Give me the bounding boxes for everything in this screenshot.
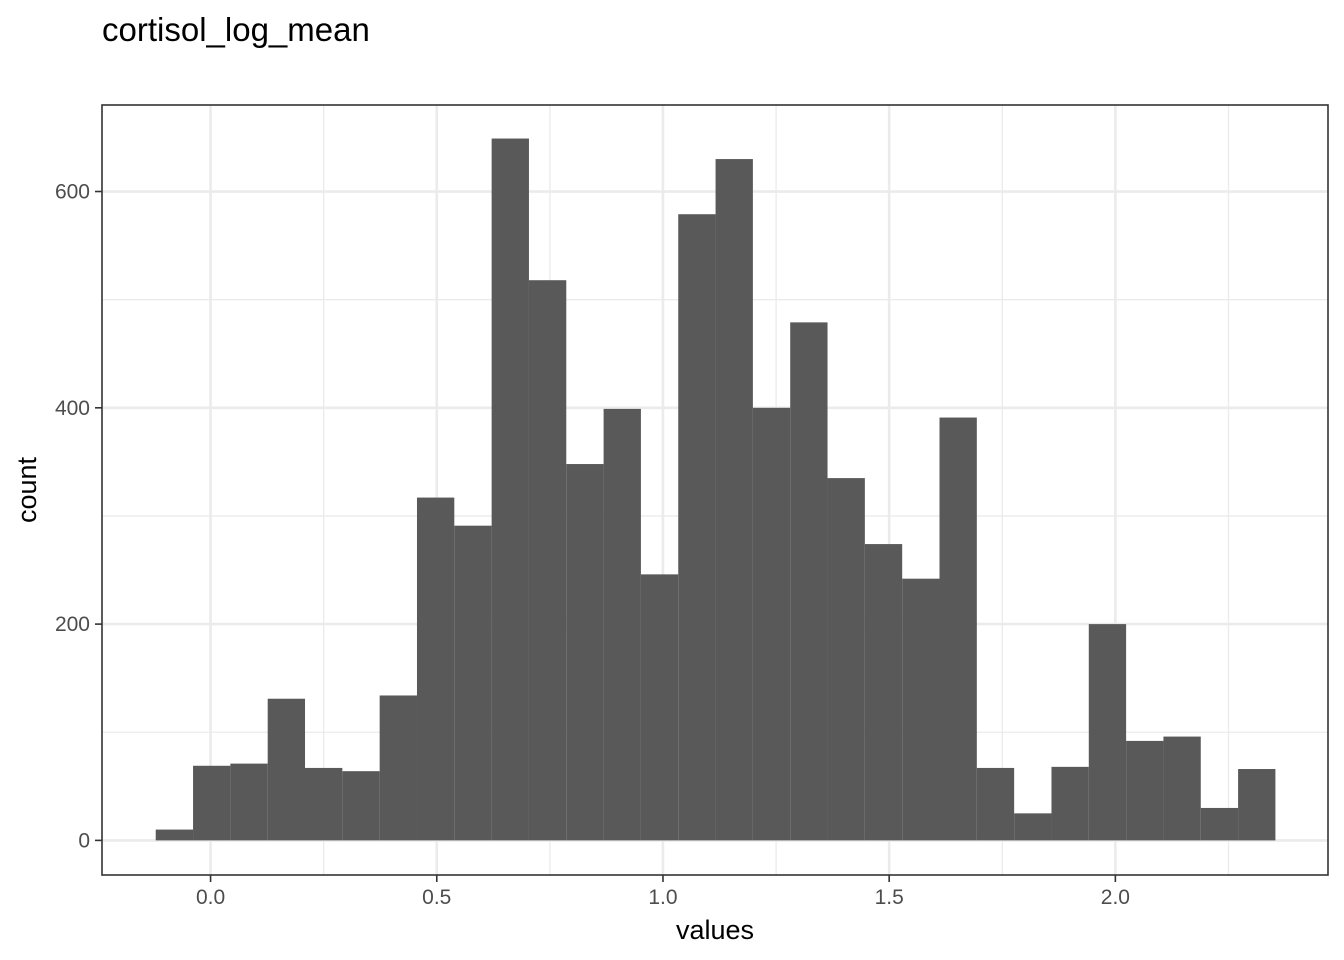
histogram-bars: [155, 138, 1276, 841]
x-axis: 0.0 0.5 1.0 1.5 2.0: [196, 875, 1130, 909]
x-axis-title: values: [676, 915, 754, 945]
x-tick-label: 0.0: [196, 886, 225, 909]
histogram-bar: [454, 525, 492, 841]
histogram-bar: [678, 214, 716, 841]
x-tick-label: 1.0: [648, 886, 677, 909]
y-tick-label: 0: [78, 829, 90, 852]
histogram-bar: [566, 464, 604, 841]
histogram-bar: [155, 829, 194, 841]
histogram-bar: [1163, 736, 1201, 841]
histogram-bar: [1126, 740, 1164, 841]
chart-title: cortisol_log_mean: [102, 11, 370, 48]
histogram-bar: [416, 497, 455, 841]
histogram-bar: [528, 280, 567, 841]
x-tick-label: 2.0: [1101, 886, 1130, 909]
histogram-bar: [1238, 769, 1276, 841]
histogram-bar: [305, 767, 343, 841]
histogram-bar: [342, 771, 380, 841]
histogram-bar: [267, 698, 306, 841]
y-tick-label: 200: [55, 613, 90, 636]
histogram-bar: [491, 138, 529, 841]
y-axis: 0 200 400 600: [55, 181, 102, 852]
histogram-bar: [603, 408, 641, 841]
histogram-bar: [193, 765, 231, 841]
histogram-bar: [976, 767, 1015, 841]
y-axis-title: count: [12, 456, 42, 523]
histogram-bar: [790, 322, 828, 841]
y-tick-label: 600: [55, 181, 90, 204]
histogram-bar: [902, 578, 940, 841]
histogram-bar: [752, 407, 791, 841]
histogram-bar: [1051, 766, 1089, 841]
x-tick-label: 0.5: [422, 886, 451, 909]
histogram-bar: [1014, 813, 1052, 841]
histogram-bar: [1088, 624, 1127, 841]
panel-border: [101, 104, 1329, 876]
histogram-bar: [230, 763, 268, 841]
histogram-bar: [1200, 807, 1239, 841]
histogram-bar: [939, 417, 977, 841]
y-tick-label: 400: [55, 397, 90, 420]
histogram-bar: [827, 478, 865, 841]
x-tick-label: 1.5: [875, 886, 904, 909]
histogram-bar: [379, 695, 417, 841]
histogram-bar: [864, 544, 903, 841]
histogram-bar: [640, 574, 679, 841]
histogram-bar: [715, 159, 753, 841]
